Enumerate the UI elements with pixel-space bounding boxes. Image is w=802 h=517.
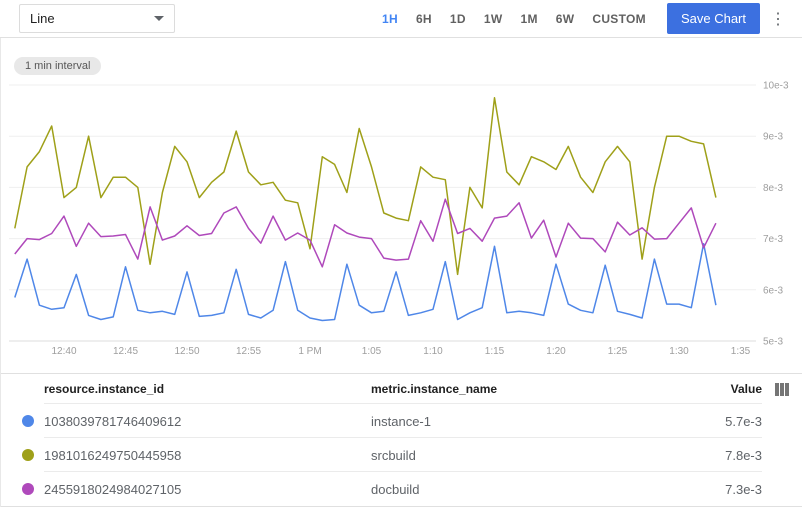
series-color-dot bbox=[22, 483, 34, 495]
row-value: 7.3e-3 bbox=[725, 481, 762, 497]
svg-text:9e-3: 9e-3 bbox=[763, 132, 783, 143]
table-row[interactable]: 1038039781746409612 instance-1 5.7e-3 bbox=[1, 404, 802, 438]
series-color-dot bbox=[22, 415, 34, 427]
svg-text:1:30: 1:30 bbox=[669, 346, 689, 357]
row-value: 7.8e-3 bbox=[725, 447, 762, 463]
chart-svg[interactable]: 10e-3 9e-3 8e-3 7e-3 6e-3 5e-3 12:40 12:45 12:50… bbox=[1, 38, 802, 373]
column-selector-icon[interactable] bbox=[775, 382, 789, 396]
svg-text:1:20: 1:20 bbox=[546, 346, 566, 357]
time-range-1w[interactable]: 1W bbox=[475, 4, 512, 34]
svg-text:10e-3: 10e-3 bbox=[763, 81, 789, 92]
row-value: 5.7e-3 bbox=[725, 413, 762, 429]
header-resource-instance-id: resource.instance_id bbox=[44, 382, 165, 396]
chart-toolbar: Line 1H 6H 1D 1W 1M 6W CUSTOM Save Chart… bbox=[0, 0, 802, 38]
row-divider bbox=[44, 471, 762, 472]
time-range-custom[interactable]: CUSTOM bbox=[583, 4, 655, 34]
header-metric-instance-name: metric.instance_name bbox=[371, 382, 498, 396]
row-instance-id: 2455918024984027105 bbox=[44, 481, 182, 497]
time-range-1h[interactable]: 1H bbox=[373, 4, 407, 34]
header-value: Value bbox=[730, 382, 762, 396]
chart-card: 10e-3 9e-3 8e-3 7e-3 6e-3 5e-3 12:40 12:45 12:50… bbox=[0, 38, 802, 507]
svg-text:1:15: 1:15 bbox=[485, 346, 505, 357]
svg-text:1:10: 1:10 bbox=[423, 346, 443, 357]
svg-text:1:25: 1:25 bbox=[608, 346, 628, 357]
chart-type-select[interactable]: Line bbox=[19, 4, 175, 33]
svg-text:12:55: 12:55 bbox=[236, 346, 261, 357]
interval-badge: 1 min interval bbox=[14, 57, 102, 75]
time-range-1m[interactable]: 1M bbox=[511, 4, 546, 34]
svg-text:8e-3: 8e-3 bbox=[763, 183, 783, 194]
chart-section: 10e-3 9e-3 8e-3 7e-3 6e-3 5e-3 12:40 12:45 12:50… bbox=[1, 38, 802, 373]
table-row[interactable]: 1981016249750445958 srcbuild 7.8e-3 bbox=[1, 438, 802, 472]
legend-table: resource.instance_id metric.instance_nam… bbox=[1, 373, 802, 507]
table-row[interactable]: 2455918024984027105 docbuild 7.3e-3 bbox=[1, 472, 802, 506]
time-range-1d[interactable]: 1D bbox=[441, 4, 475, 34]
svg-text:12:50: 12:50 bbox=[174, 346, 199, 357]
svg-text:5e-3: 5e-3 bbox=[763, 337, 783, 348]
row-instance-id: 1981016249750445958 bbox=[44, 447, 182, 463]
time-range-6h[interactable]: 6H bbox=[407, 4, 441, 34]
svg-text:12:40: 12:40 bbox=[51, 346, 76, 357]
row-instance-id: 1038039781746409612 bbox=[44, 413, 182, 429]
svg-text:7e-3: 7e-3 bbox=[763, 234, 783, 245]
series-color-dot bbox=[22, 449, 34, 461]
time-range-6w[interactable]: 6W bbox=[547, 4, 584, 34]
svg-text:12:45: 12:45 bbox=[113, 346, 138, 357]
row-divider bbox=[44, 437, 762, 438]
svg-text:1:35: 1:35 bbox=[731, 346, 751, 357]
legend-table-header: resource.instance_id metric.instance_nam… bbox=[1, 374, 802, 404]
chart-type-value: Line bbox=[30, 11, 55, 26]
overflow-menu-icon[interactable]: ⋮ bbox=[770, 10, 786, 28]
chevron-down-icon bbox=[154, 16, 164, 21]
svg-text:6e-3: 6e-3 bbox=[763, 285, 783, 296]
row-instance-name: instance-1 bbox=[371, 413, 431, 429]
save-chart-button[interactable]: Save Chart bbox=[666, 3, 760, 34]
header-divider bbox=[44, 403, 762, 404]
row-instance-name: srcbuild bbox=[371, 447, 416, 463]
row-instance-name: docbuild bbox=[371, 481, 420, 497]
svg-text:1 PM: 1 PM bbox=[298, 346, 321, 357]
svg-text:1:05: 1:05 bbox=[362, 346, 382, 357]
table-bottom-divider bbox=[1, 506, 802, 507]
